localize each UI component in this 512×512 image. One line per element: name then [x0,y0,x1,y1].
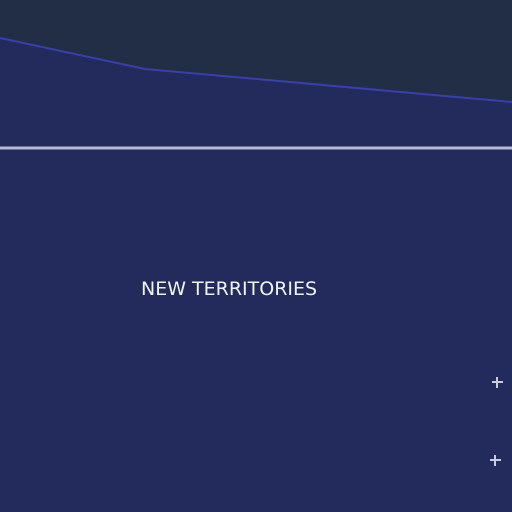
land-area [0,38,512,512]
region-label-new-territories: NEW TERRITORIES [141,278,318,300]
coastline [0,37,512,103]
plus-marker-icon[interactable] [492,377,503,388]
plus-marker-icon[interactable] [490,455,501,466]
